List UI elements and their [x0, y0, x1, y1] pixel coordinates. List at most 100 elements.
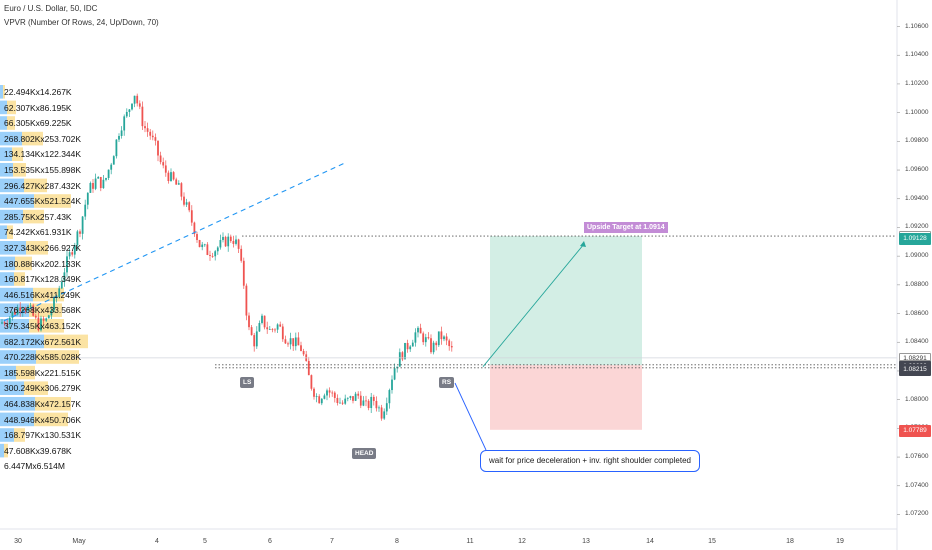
callout-note[interactable]: wait for price deceleration + inv. right… — [480, 450, 700, 472]
candle-body — [271, 329, 274, 330]
candle-body — [53, 297, 55, 311]
candle-body — [388, 390, 391, 404]
candle-body — [328, 390, 331, 393]
candle-body — [92, 183, 94, 189]
candle-body — [27, 306, 29, 311]
stop-zone — [490, 365, 642, 430]
candle-body — [302, 350, 305, 355]
vp-row-label: 327.343Kx266.927K — [4, 243, 82, 253]
vp-bar-up — [0, 303, 29, 317]
drawing-overlays — [3, 162, 897, 451]
vp-bar-up — [0, 365, 16, 380]
candle-body — [185, 202, 188, 205]
x-tick-label: 15 — [708, 538, 716, 545]
candle-body — [297, 337, 300, 346]
candle-body — [128, 109, 131, 112]
y-tick-label: 1.09000 — [905, 252, 929, 260]
y-tick-label: 1.10400 — [905, 51, 929, 59]
candle-body — [253, 335, 256, 347]
candle-body — [292, 338, 295, 347]
vp-bar-down — [7, 100, 16, 115]
vp-bar-down — [7, 225, 13, 239]
candle-body — [42, 318, 45, 321]
candle-body — [266, 327, 269, 330]
candle-body — [289, 338, 292, 345]
candle-body — [315, 396, 318, 398]
vp-bar-up — [0, 225, 7, 239]
vp-bar-up — [0, 209, 23, 224]
vp-row-label: 47.608Kx39.678K — [4, 445, 72, 456]
right-shoulder-label[interactable]: RS — [439, 377, 455, 388]
candle-body — [138, 103, 141, 107]
y-tick-label: 1.08600 — [905, 309, 929, 317]
upside-target-label[interactable]: Upside Target at 1.0914 — [584, 222, 668, 233]
candle-body — [440, 331, 443, 340]
candle-body — [79, 231, 81, 234]
candle-body — [310, 375, 313, 389]
x-tick-label: 6 — [268, 538, 272, 545]
candle-body — [323, 395, 326, 399]
y-tick-label: 1.09800 — [905, 137, 929, 145]
candle-body — [149, 131, 152, 136]
candle-body — [372, 396, 375, 401]
candle-body — [107, 169, 110, 179]
vp-bar-up — [0, 412, 34, 427]
vp-bar-down — [44, 334, 88, 349]
candle-body — [331, 392, 334, 394]
vp-row-label: 447.655Kx521.524K — [4, 196, 82, 207]
vp-bar-up — [0, 147, 12, 161]
candle-body — [385, 403, 388, 412]
candle-body — [125, 111, 128, 117]
candle-body — [209, 254, 211, 256]
projection-arrow-head — [580, 241, 586, 248]
candle-body — [401, 352, 404, 360]
vp-row-label: 62.307Kx86.195K — [4, 102, 72, 113]
candle-body — [159, 155, 162, 163]
candle-body — [414, 332, 417, 343]
vp-bar-down — [14, 428, 25, 442]
vp-row-label: 74.242Kx61.931K — [4, 227, 72, 238]
candle-body — [68, 252, 71, 257]
candle-body — [255, 331, 258, 347]
candle-body — [40, 318, 42, 331]
candle-body — [242, 260, 245, 286]
price-tag: 1.08215 — [899, 363, 931, 376]
candle-body — [188, 202, 191, 211]
vp-bar-up — [0, 85, 3, 99]
candle-body — [50, 310, 53, 316]
head-label[interactable]: HEAD — [352, 448, 377, 459]
vp-bar-down — [24, 178, 47, 193]
x-tick-label: 11 — [466, 538, 474, 545]
vp-row-label: 682.172Kx672.561K — [4, 336, 82, 347]
candle-body — [32, 305, 35, 316]
candle-body — [89, 183, 92, 193]
candle-body — [120, 130, 123, 136]
left-shoulder-label[interactable]: LS — [240, 377, 255, 388]
candle-body — [193, 222, 196, 235]
candle-body — [3, 322, 6, 324]
candle-body — [224, 236, 227, 247]
y-tick-label: 1.09400 — [905, 194, 929, 202]
vp-bar-down — [15, 256, 32, 271]
vp-bar-up — [0, 381, 24, 395]
candle-body — [232, 241, 235, 244]
candle-body — [380, 407, 383, 419]
vp-bar-down — [13, 163, 26, 177]
y-tick-label: 1.08400 — [905, 338, 929, 346]
candle-body — [11, 311, 14, 318]
candle-body — [276, 324, 279, 330]
candle-body — [34, 315, 37, 318]
candle-body — [281, 326, 284, 340]
candle-body — [248, 315, 250, 328]
candle-body — [71, 252, 74, 255]
candle-body — [131, 103, 133, 110]
candle-body — [398, 352, 401, 367]
candle-body — [341, 402, 344, 404]
candle-body — [60, 281, 63, 289]
candle-body — [411, 342, 414, 347]
vp-bar-up — [0, 443, 4, 458]
candle-body — [437, 331, 440, 346]
candle-body — [76, 231, 79, 246]
x-tick-label: 19 — [836, 538, 844, 545]
